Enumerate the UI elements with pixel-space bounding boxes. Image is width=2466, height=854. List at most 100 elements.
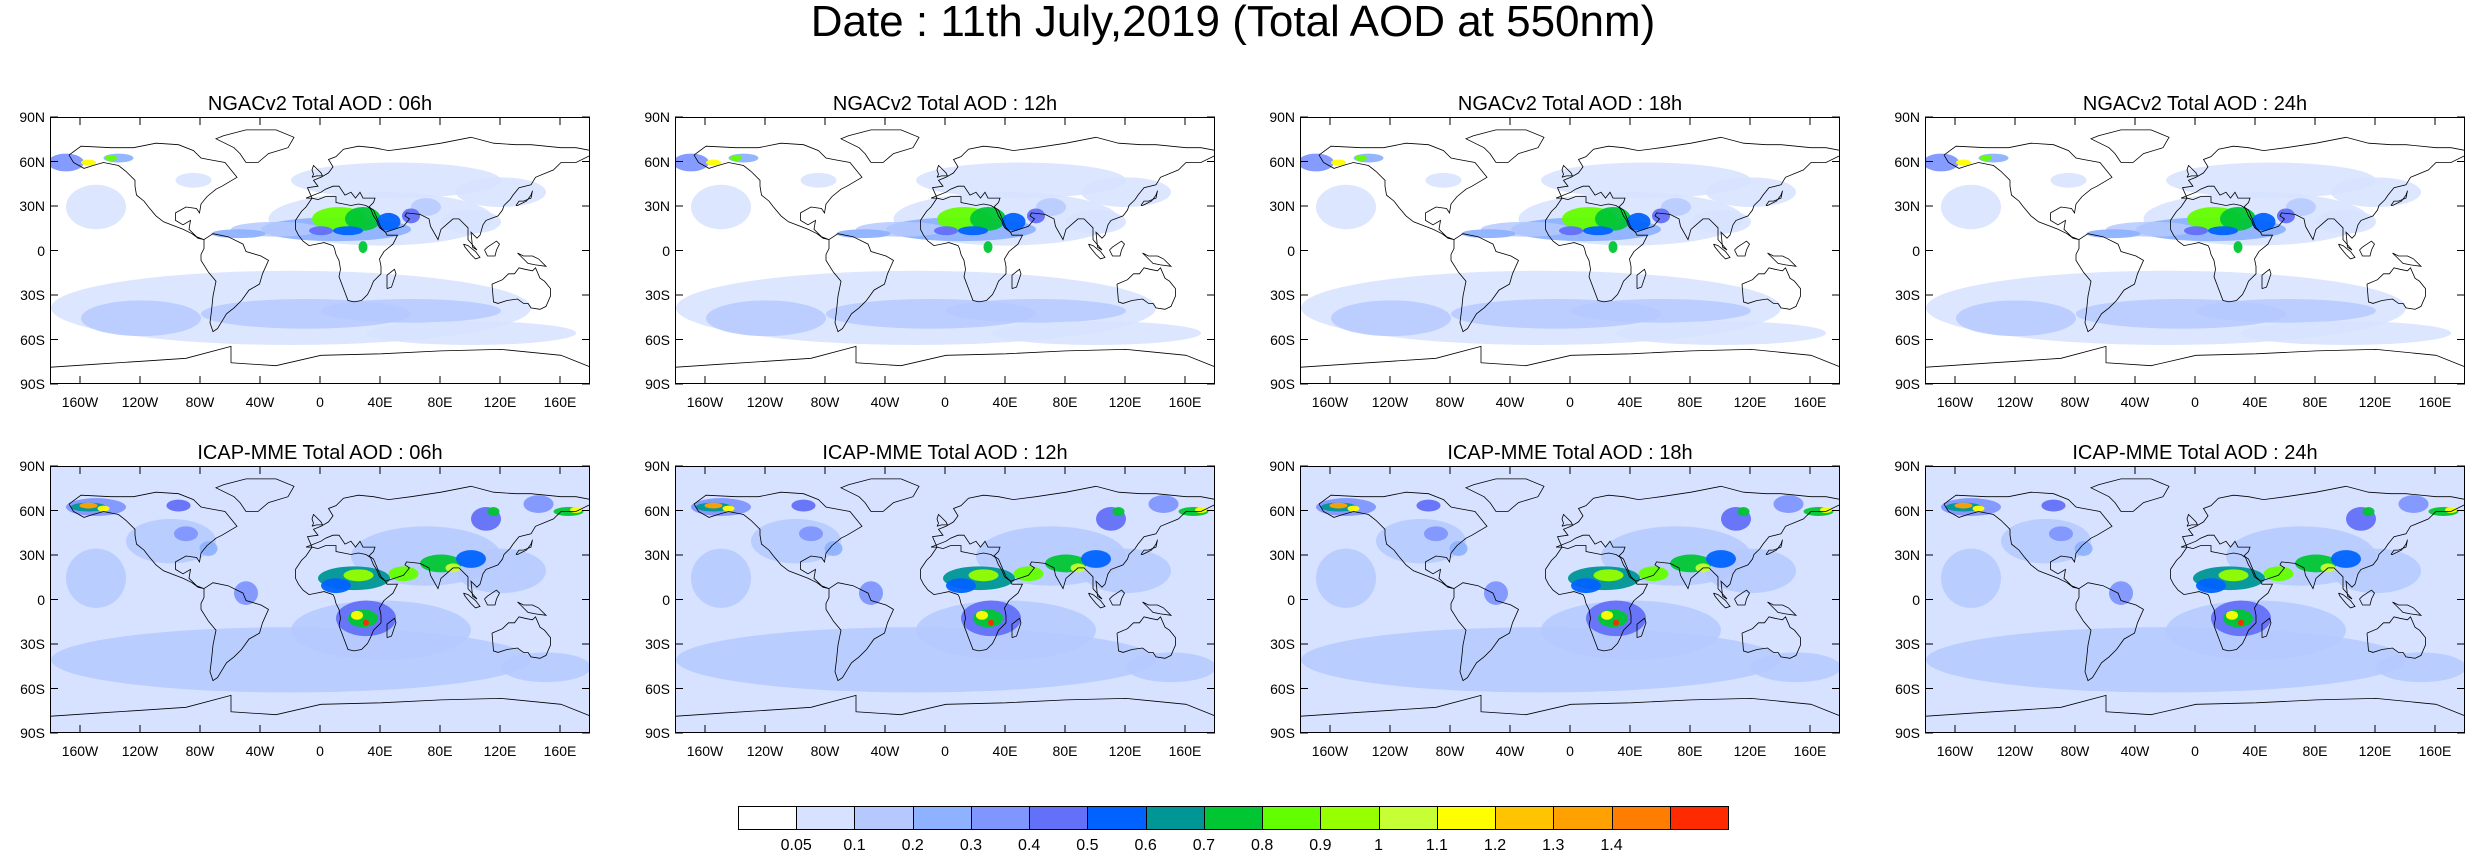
aod-contour-region [66,184,126,230]
longitude-label: 160W [1311,394,1349,410]
latitude-label: 90S [645,376,670,392]
aod-contour-region [676,153,709,172]
longitude-label: 80E [1677,394,1703,410]
coastline [2170,545,2274,652]
aod-contour-region [2398,495,2429,513]
coastline [1465,129,1545,163]
colorbar-swatch [1378,806,1438,830]
longitude-label: 120W [746,394,784,410]
aod-contour-region [376,212,401,231]
latitude-label: 90S [1895,376,1920,392]
axis-ticks [1300,465,1840,734]
aod-contour-region [79,502,98,509]
aod-contour-region [1001,212,1026,231]
latitude-label: 90N [1269,458,1295,474]
coastline [936,513,949,527]
aod-contour-region [2238,619,2244,626]
coastline [2075,233,2145,333]
coastline [1140,190,1158,206]
aod-contour-region [309,226,333,236]
aod-field-svg [676,467,1214,732]
aod-contour-region [988,619,994,626]
longitude-label: 160W [1936,743,1974,759]
coastline [2180,136,2464,251]
latitude-label: 90S [1270,376,1295,392]
aod-contour-region [97,505,110,512]
coastline [484,240,500,257]
coastline [1561,164,1574,178]
longitude-label: 160W [61,394,99,410]
coastline [930,485,1214,600]
aod-contour-region [456,177,546,207]
aod-contour-region [81,300,201,337]
longitude-label: 160E [543,743,577,759]
longitude-label: 40W [1495,394,1525,410]
aod-contour-region [704,502,723,509]
coastline [1142,252,1173,267]
aod-contour-region [523,495,554,513]
coastline [2366,616,2426,659]
longitude-label: 160W [686,394,724,410]
axis-ticks [50,116,590,385]
panel-title: NGACv2 Total AOD : 12h [832,93,1058,115]
longitude-label: 40W [870,394,900,410]
aod-field-svg [1301,467,1839,732]
aod-contour-region [706,159,721,166]
coastline [1450,582,1520,682]
aod-contour-region [1956,159,1971,166]
aod-contour-region [1027,208,1045,224]
longitude-label: 80W [810,743,840,759]
colorbar-swatch [738,806,798,830]
coastline [1926,345,2464,368]
aod-contour-region [2074,541,2093,556]
aod-contour-region [1331,300,1451,337]
axis-ticks [675,116,1215,385]
aod-contour-region [333,226,363,236]
map-panel: NGACv2 Total AOD : 18h 90N 60N 30N 0 30S 60S 90… [1269,93,1840,409]
aod-contour-region [1773,495,1804,513]
aod-contour-region [1081,550,1111,568]
coastline [1142,601,1173,616]
aod-contour-region [1449,541,1468,556]
coastline [1116,616,1176,659]
aod-contour-region [291,162,501,199]
aod-contour-region [166,499,191,512]
map-area [1300,466,1840,733]
latitude-label: 60N [1269,502,1295,519]
aod-contour-region [1112,507,1125,516]
coastline [295,196,399,303]
aod-contour-region [1484,581,1508,605]
longitude-label: 80E [2302,394,2328,410]
colorbar-swatch [1553,806,1613,830]
aod-contour-region [1583,226,1613,236]
map-panel: NGACv2 Total AOD : 06h 90N 60N 30N 0 30S 60S 90… [19,93,590,409]
latitude-label: 60N [644,502,670,519]
longitude-label: 80W [810,394,840,410]
colorbar-swatch [1145,806,1205,830]
longitude-label: 80W [2060,394,2090,410]
coastline [1088,592,1106,609]
coastline [517,252,548,267]
aod-contour-region [1066,209,1126,234]
coastline [1545,545,1649,652]
aod-contour-region [1355,155,1367,162]
panel-title: ICAP-MME Total AOD : 12h [822,442,1068,464]
colorbar-label: 0.1 [843,837,866,854]
latitude-label: 30N [1269,198,1295,214]
longitude-label: 160W [1936,394,1974,410]
longitude-label: 80W [1435,394,1465,410]
longitude-label: 80E [1677,743,1703,759]
latitude-label: 90N [1269,109,1295,125]
aod-contour-region [1601,610,1613,620]
aod-contour-region [175,172,212,188]
aod-contour-region [1956,300,2076,337]
coastline [2390,190,2408,206]
colorbar-swatch [1262,806,1322,830]
latitude-label: 30S [1270,287,1295,303]
latitude-label: 30S [1895,287,1920,303]
coastline [1561,513,1574,527]
coastline [2170,196,2274,303]
aod-contour-region [174,526,198,542]
coastline [463,592,481,609]
coastline [2261,617,2272,638]
